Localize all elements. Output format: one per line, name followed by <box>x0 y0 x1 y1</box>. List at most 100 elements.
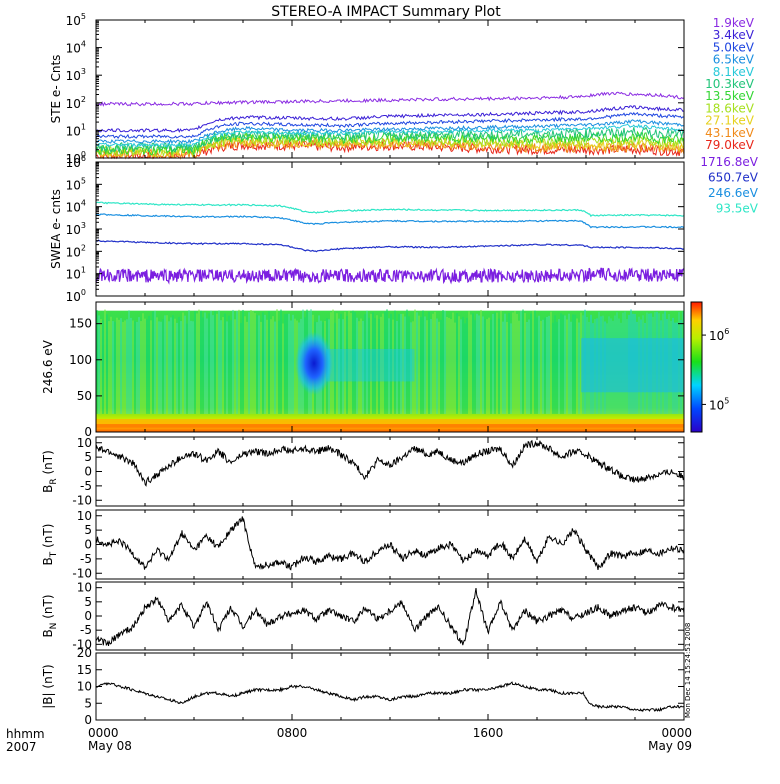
x-date-label: May 09 <box>648 739 692 753</box>
spectrogram-stripe <box>518 320 520 414</box>
y-tick-label: 5 <box>84 523 92 537</box>
spectrogram-stripe <box>470 314 472 414</box>
spectrogram-stripe <box>560 313 562 414</box>
spectrogram-stripe <box>340 313 342 414</box>
spectrogram-stripe <box>512 312 514 414</box>
spectrogram-stripe <box>448 317 450 414</box>
spectrogram-stripe <box>500 310 502 414</box>
spectrogram-low-band <box>96 419 684 427</box>
spectrogram-stripe <box>162 319 164 414</box>
spectrogram-stripe <box>496 312 498 414</box>
spectrogram-stripe <box>212 315 214 414</box>
y-axis-label-main: B <box>41 629 55 637</box>
spectrogram-stripe <box>472 313 474 414</box>
spectrogram-stripe <box>510 323 512 414</box>
y-axis-label-sub: N <box>49 623 59 630</box>
spectrogram-stripe <box>428 311 430 414</box>
spectrogram-stripe <box>210 310 212 414</box>
spectrogram-stripe <box>350 313 352 414</box>
spectrogram-stripe <box>264 314 266 414</box>
spectrogram-stripe <box>356 317 358 414</box>
spectrogram-stripe <box>364 314 366 414</box>
spectrogram-stripe <box>558 319 560 414</box>
spectrogram-stripe <box>488 317 490 414</box>
spectrogram-stripe <box>534 310 536 414</box>
y-tick-label-exp: 2 <box>81 95 86 104</box>
spectrogram-low-band-core <box>96 424 684 428</box>
y-tick-label: 106 <box>66 154 86 170</box>
spectrogram-stripe <box>176 322 178 414</box>
spectrogram-stripe <box>282 323 284 414</box>
spectrogram-stripe <box>526 321 528 414</box>
swea-legend-entry: 246.6eV <box>708 186 759 200</box>
spectrogram-stripe <box>102 320 104 414</box>
spectrogram-stripe <box>200 310 202 414</box>
spectrogram-stripe <box>516 313 518 414</box>
spectrogram-stripe <box>382 313 384 414</box>
spectrogram-stripe <box>486 319 488 414</box>
ste-legend-entry: 79.0keV <box>705 138 755 152</box>
y-tick-label: -10 <box>72 637 92 651</box>
spectrogram-stripe <box>136 321 138 414</box>
spectrogram-stripe <box>400 313 402 414</box>
spectrogram-stripe <box>474 320 476 414</box>
spectrogram-stripe <box>502 321 504 414</box>
colorbar-tick-base: 10 <box>709 398 724 412</box>
spectrogram-stripe <box>378 319 380 414</box>
ste-legend-entry: 8.1keV <box>713 65 755 79</box>
x-tick-label: 0000 <box>88 726 119 740</box>
y-tick-label-exp: 4 <box>81 40 86 49</box>
spectrogram-stripe <box>98 315 100 414</box>
spectrogram-stripe <box>376 315 378 414</box>
spectrogram-stripe <box>360 318 362 414</box>
spectrogram-stripe <box>240 322 242 414</box>
y-tick-label: 10 <box>77 581 92 595</box>
spectrogram-stripe <box>228 315 230 414</box>
spectrogram-stripe <box>236 311 238 414</box>
spectrogram-stripe <box>208 313 210 414</box>
y-tick-label: 104 <box>66 40 86 56</box>
spectrogram-stripe <box>260 321 262 414</box>
ste-legend-entry: 3.4keV <box>713 28 755 42</box>
y-tick-label-exp: 6 <box>81 154 86 163</box>
spectrogram-stripe <box>416 312 418 414</box>
spectrogram-stripe <box>204 312 206 414</box>
ste-legend-entry: 13.5keV <box>705 89 755 103</box>
y-tick-label: 20 <box>77 646 92 660</box>
spectrogram-stripe <box>412 321 414 414</box>
spectrogram-stripe <box>520 310 522 414</box>
y-tick-label-exp: 3 <box>81 67 86 76</box>
spectrogram-stripe <box>138 317 140 414</box>
swea-series-line <box>95 201 685 218</box>
y-tick-label: 0 <box>84 538 92 552</box>
y-tick-label: 105 <box>66 176 86 192</box>
colorbar-tick-base: 10 <box>709 329 724 343</box>
spectrogram-stripe <box>440 319 442 414</box>
spectrogram-stripe <box>230 320 232 414</box>
spectrogram-stripe <box>414 309 416 414</box>
spectrogram-stripe <box>182 312 184 414</box>
colorbar-tick-label: 106 <box>709 327 729 343</box>
spectrogram-stripe <box>238 309 240 414</box>
spectrogram-stripe <box>124 320 126 414</box>
y-axis-label: BT (nT) <box>41 524 59 566</box>
spectrogram-stripe <box>550 311 552 414</box>
spectrogram-stripe <box>112 321 114 414</box>
y-tick-label: 102 <box>66 95 86 111</box>
spectrogram-stripe <box>244 316 246 414</box>
y-tick-label: 15 <box>77 663 92 677</box>
spectrogram-stripe <box>438 321 440 414</box>
ste-series-line <box>95 119 685 145</box>
spectrogram-stripe <box>532 310 534 414</box>
panel-frame <box>95 436 685 507</box>
br-trace <box>95 439 685 487</box>
spectrogram-stripe <box>270 319 272 414</box>
y-tick-label-exp: 5 <box>81 12 86 21</box>
spectrogram-stripe <box>540 320 542 414</box>
colorbar-tick-label: 105 <box>709 396 729 412</box>
ste-legend-entry: 18.6keV <box>705 101 755 115</box>
